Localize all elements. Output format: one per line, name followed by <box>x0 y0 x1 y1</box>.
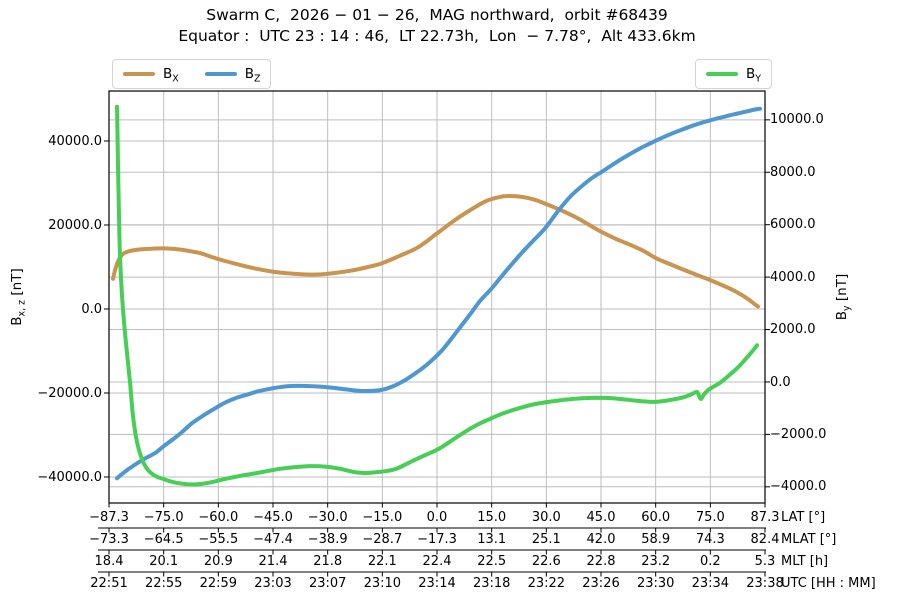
x-tick-label-row3: 22.1 <box>367 554 397 569</box>
y-tick-label-right: −4000.0 <box>770 479 827 495</box>
x-tick-label-row2: 82.4 <box>750 532 780 547</box>
x-tick-label-row3: 21.8 <box>313 554 343 569</box>
legend-left: BX BZ <box>112 59 272 89</box>
x-tick-label-row3: 0.2 <box>699 554 721 569</box>
left-axis-label: Bx, z [nT] <box>9 268 28 326</box>
y-tick-label-right: 6000.0 <box>770 217 816 233</box>
x-tick-label-row4: 22:59 <box>199 576 238 591</box>
x-tick-label-row3: 22.5 <box>477 554 507 569</box>
legend-label-bz: BZ <box>244 66 261 85</box>
y-tick-label-right: 10000.0 <box>770 112 824 128</box>
x-tick-label-row2: −17.3 <box>417 532 457 547</box>
x-tick-label-row4: 22:51 <box>90 576 128 591</box>
x-tick-label-row1: 75.0 <box>695 510 725 525</box>
series-line-bz <box>115 106 762 481</box>
x-tick-label-row2: −73.3 <box>89 532 129 547</box>
x-tick-label-row3: 22.4 <box>422 554 452 569</box>
x-tick-label-row1: 60.0 <box>641 510 671 525</box>
y-tick-label-right: 4000.0 <box>770 269 816 285</box>
x-tick-label-row3: 18.4 <box>94 554 124 569</box>
y-tick-label-left: 0.0 <box>81 301 102 317</box>
y-tick-label-left: 20000.0 <box>48 217 102 233</box>
x-tick-label-row1: 45.0 <box>586 510 616 525</box>
y-tick-label-right: −2000.0 <box>770 426 827 442</box>
x-tick-label-row4: 23:26 <box>582 576 620 591</box>
y-tick-label-right: 8000.0 <box>770 164 816 180</box>
x-tick-label-row2: −47.4 <box>253 532 293 547</box>
x-tick-label-row2: −28.7 <box>362 532 403 547</box>
x-tick-label-row2: 74.3 <box>695 532 725 547</box>
legend-swatch-bx-icon <box>123 72 155 76</box>
series-line-by <box>115 104 759 487</box>
right-axis-label: By [nT] <box>834 273 853 321</box>
x-tick-label-row4: 23:14 <box>418 576 456 591</box>
x-tick-label-row3: 21.4 <box>258 554 288 569</box>
x-tick-label-row3: 5.3 <box>754 554 776 569</box>
x-tick-label-row4: 23:18 <box>472 576 511 591</box>
y-tick-label-left: −40000.0 <box>37 469 102 485</box>
x-tick-label-row2: 42.0 <box>586 532 616 547</box>
legend-right: BY <box>695 59 773 89</box>
row-unit-label: MLT [h] <box>781 554 829 569</box>
x-tick-label-row4: 23:34 <box>691 576 730 591</box>
y-tick-label-left: −20000.0 <box>37 385 102 401</box>
x-tick-label-row1: 15.0 <box>477 510 507 525</box>
x-tick-label-row3: 22.8 <box>586 554 616 569</box>
x-tick-label-row4: 23:10 <box>363 576 402 591</box>
series-line-bx <box>111 194 760 309</box>
x-tick-label-row2: 13.1 <box>477 532 507 547</box>
legend-label-by: BY <box>746 66 762 85</box>
x-tick-label-row1: 0.0 <box>426 510 448 525</box>
x-tick-label-row1: 30.0 <box>531 510 561 525</box>
legend-label-bx: BX <box>163 66 179 85</box>
x-tick-label-row3: 22.6 <box>531 554 561 569</box>
x-tick-label-row3: 23.2 <box>641 554 671 569</box>
x-tick-label-row2: 58.9 <box>641 532 671 547</box>
x-tick-label-row2: −38.9 <box>307 532 348 547</box>
y-tick-label-right: 0.0 <box>770 374 791 390</box>
x-tick-label-row4: 23:30 <box>636 576 675 591</box>
x-tick-label-row4: 23:22 <box>527 576 566 591</box>
x-tick-label-row4: 22:55 <box>144 576 183 591</box>
x-tick-label-row4: 23:07 <box>308 576 347 591</box>
x-tick-label-row1: −30.0 <box>307 510 348 525</box>
legend-swatch-by-icon <box>706 72 738 76</box>
x-tick-label-row2: 25.1 <box>531 532 561 547</box>
y-tick-label-right: 2000.0 <box>770 322 816 337</box>
x-tick-label-row1: −75.0 <box>143 510 184 525</box>
legend-swatch-bz-icon <box>204 72 237 76</box>
x-tick-label-row1: −60.0 <box>198 510 239 525</box>
x-tick-label-row1: −45.0 <box>253 510 293 525</box>
row-unit-label: MLAT [°] <box>781 532 837 547</box>
chart-subtitle: Equator : UTC 23 : 14 : 46, LT 22.73h, L… <box>178 27 696 45</box>
x-tick-label-row1: 87.3 <box>750 510 780 525</box>
row-unit-label: LAT [°] <box>781 510 826 525</box>
x-tick-label-row2: −55.5 <box>198 532 239 547</box>
x-tick-label-row1: −87.3 <box>89 510 129 525</box>
x-tick-label-row3: 20.9 <box>203 554 233 569</box>
x-tick-label-row2: −64.5 <box>143 532 184 547</box>
x-tick-label-row3: 20.1 <box>149 554 179 569</box>
y-tick-label-left: 40000.0 <box>48 133 102 149</box>
chart-title: Swarm C, 2026 − 01 − 26, MAG northward, … <box>206 6 668 24</box>
row-unit-label: UTC [HH : MM] <box>781 576 876 591</box>
x-tick-label-row1: −15.0 <box>362 510 403 525</box>
x-tick-label-row4: 23:03 <box>254 576 292 591</box>
x-tick-label-row4: 23:38 <box>746 576 784 591</box>
